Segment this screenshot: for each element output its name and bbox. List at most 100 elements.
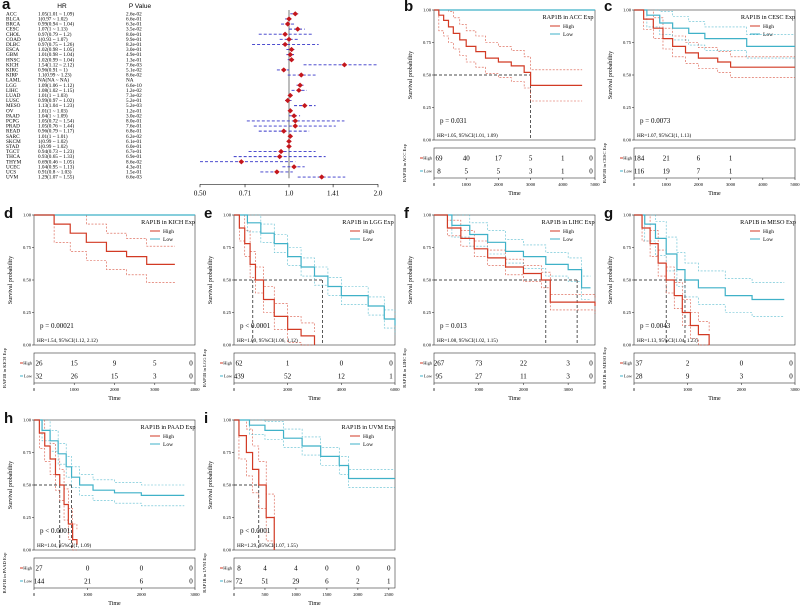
- km-y-tick-label: 0.25: [623, 310, 632, 315]
- risk-table-title: RAP1B in PAAD Exp: [2, 552, 7, 594]
- forest-hr-marker: [276, 154, 283, 160]
- km-x-tick-label: 4000: [758, 182, 768, 187]
- risk-count-low: 28: [636, 373, 644, 381]
- forest-row-name: KICH: [6, 62, 19, 68]
- risk-count-high: 69: [436, 155, 444, 163]
- risk-count-low: 116: [634, 168, 645, 176]
- km-x-tick-label: 1000: [83, 592, 93, 597]
- km-pvalue: p = 0.00021: [40, 322, 74, 330]
- km-ci-upper-high: [34, 419, 78, 530]
- forest-plot-panel: a HR P Value ACC 1.05(1.01 ~ 1.09) 2.6e-02 BL…: [0, 0, 395, 207]
- forest-row-hr: 1.29(1.07 ~ 1.55): [38, 174, 74, 181]
- forest-hr-marker: [287, 133, 294, 139]
- km-x-tick-label: 2000: [737, 387, 747, 392]
- forest-row-name: KIRC: [6, 68, 19, 74]
- risk-row-high-label: High: [223, 566, 233, 571]
- risk-count-low: 29: [292, 578, 300, 586]
- km-x-tick-label: 3000: [150, 387, 160, 392]
- km-hr-text: HR=1.09, 95%CI(1.06, 1.12): [237, 337, 298, 344]
- forest-x-tick-label: 2.0: [374, 189, 383, 197]
- risk-table-title: RAP1B in KICH Exp: [2, 347, 7, 388]
- forest-row-p: 8.0e-01: [126, 32, 142, 38]
- km-x-tick-label: 3000: [564, 387, 574, 392]
- km-x-tick-label: 3000: [726, 182, 736, 187]
- forest-row-hr: 0.96(0.91 ~ 1): [38, 67, 68, 74]
- risk-count-high: 0: [389, 360, 393, 368]
- km-panel-paad: h RAP1B in PAAD Exp High Low 0.00 0.25 0.50 0.…: [0, 410, 200, 610]
- risk-count-low: 1: [561, 168, 565, 176]
- forest-row-name: LIHC: [6, 88, 19, 94]
- forest-hr-marker: [341, 62, 348, 68]
- forest-row-name: ACC: [6, 11, 17, 17]
- forest-row-hr: 1.02(0.98 ~ 1.05): [38, 46, 74, 53]
- risk-count-low: 26: [71, 373, 79, 381]
- risk-table-frame: [633, 352, 796, 384]
- km-x-tick-label: 1000: [291, 592, 301, 597]
- km-ci-upper-low: [634, 9, 795, 35]
- risk-count-high: 4: [294, 565, 298, 573]
- km-ci-lower-high: [34, 214, 175, 283]
- risk-count-high: 15: [71, 360, 79, 368]
- forest-hr-marker: [274, 169, 280, 175]
- panel-label-a: a: [2, 0, 11, 13]
- forest-x-tick-label: 0.71: [239, 189, 252, 197]
- forest-row-name: KIRP: [6, 73, 18, 79]
- km-ci-upper-high: [34, 214, 175, 247]
- forest-row-name: COAD: [6, 37, 21, 43]
- km-x-tick-label: 500: [262, 592, 270, 597]
- forest-hr-marker: [286, 143, 292, 150]
- forest-row-hr: 1(0.97 ~ 1.02): [38, 16, 68, 23]
- km-x-tick-label: 4000: [558, 182, 568, 187]
- km-y-tick-label: 0.00: [623, 138, 632, 143]
- forest-row-name: LUSC: [6, 98, 20, 104]
- km-y-tick-label: 0.00: [223, 548, 232, 553]
- km-curve-low: [434, 214, 591, 289]
- km-ci-lower-low: [634, 9, 795, 59]
- km-panel-lihc: f RAP1B in LIHC Exp High Low 0.00 0.25 0.50 0.…: [400, 205, 600, 405]
- risk-count-low: 51: [261, 578, 269, 586]
- risk-count-high: 4: [263, 565, 267, 573]
- km-y-tick-label: 0.25: [423, 310, 432, 315]
- km-ci-upper-low: [234, 419, 395, 470]
- forest-hr-marker: [318, 174, 325, 180]
- forest-row-p: 6.6e-01: [126, 17, 142, 23]
- km-x-tick-label: 0: [33, 387, 36, 392]
- forest-hr-marker: [292, 118, 299, 124]
- km-y-label: Survival probability: [208, 461, 214, 509]
- risk-count-high: 17: [495, 155, 503, 163]
- forest-row-hr: 1.05(1.01 ~ 1.09): [38, 10, 74, 17]
- forest-x-label: HR(95%CI): [272, 199, 307, 200]
- forest-row-p: NA: [126, 78, 134, 84]
- risk-count-high: 0: [340, 360, 344, 368]
- km-x-label: Time: [508, 191, 521, 197]
- risk-count-high: 267: [434, 360, 445, 368]
- forest-hr-marker: [286, 16, 292, 22]
- km-title: RAP1B in UVM Exp: [341, 424, 394, 431]
- km-y-tick-label: 0.75: [223, 450, 232, 455]
- risk-count-high: 37: [636, 360, 644, 368]
- km-x-tick-label: 0: [633, 387, 636, 392]
- forest-x-tick-label: 0.50: [194, 189, 207, 197]
- forest-x-tick-label: 1.0: [285, 189, 294, 197]
- km-ci-upper-low: [234, 214, 396, 317]
- panel-label-i: i: [204, 410, 209, 427]
- km-y-tick-label: 0.50: [423, 73, 432, 78]
- risk-count-high: 0: [740, 360, 744, 368]
- risk-count-high: 1: [286, 360, 290, 368]
- risk-count-high: 0: [387, 565, 391, 573]
- km-x-label: Time: [108, 601, 121, 607]
- forest-row-name: CESC: [6, 27, 20, 33]
- risk-count-low: 2: [356, 578, 360, 586]
- risk-count-low: 7: [697, 168, 701, 176]
- risk-count-low: 15: [111, 373, 119, 381]
- km-hr-text: HR=1.04, 95%CI(1, 1.09): [37, 542, 91, 549]
- km-y-tick-label: 0.25: [423, 105, 432, 110]
- km-y-tick-label: 0.00: [423, 343, 432, 348]
- forest-row-p: 6.1e-01: [126, 139, 142, 145]
- forest-row-p: 5.2e-01: [126, 98, 142, 104]
- km-y-label: Survival probability: [608, 256, 614, 304]
- risk-count-low: 5: [497, 168, 501, 176]
- legend-low-label: Low: [363, 237, 373, 243]
- risk-count-high: 26: [36, 360, 44, 368]
- forest-hr-marker: [284, 97, 291, 104]
